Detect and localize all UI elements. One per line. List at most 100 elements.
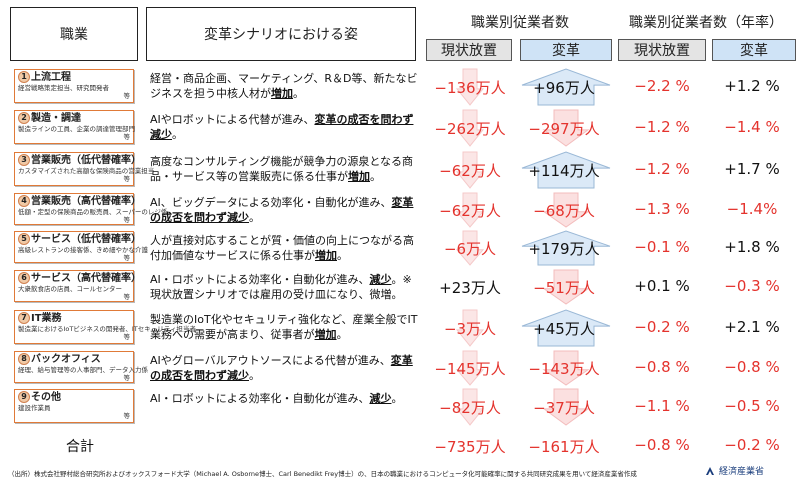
subheader-status-quo-2: 現状放置 [618,39,706,61]
job-detail: 製造ラインの工員、企業の調達管理部門 [18,125,135,133]
job-box: 2 製造・調達 製造ラインの工員、企業の調達管理部門等 [14,110,135,144]
job-title: 8 バックオフィス [18,353,130,366]
description-tail: 。 [370,170,381,183]
status-quo-rate: −0.8 % [634,358,690,376]
reform-down-arrow [542,109,590,147]
job-title: 6 サービス（高代替確率） [18,272,141,285]
job-box: 9 その他 建設作業員等 [14,389,134,423]
scenario-description: 経営・商品企画、マーケティング、R＆D等、新たなビジネスを担う中核人材が増加。 [150,71,418,101]
status-quo-rate: −0.1 % [634,238,690,256]
subheader-status-quo-1: 現状放置 [426,39,512,61]
job-box: 8 バックオフィス 経理、給与管理等の人事部門、データ入力係等 [14,351,148,383]
status-quo-value: −6万人 [443,240,497,258]
job-etc: 等 [123,175,131,183]
header-occupation-label: 職業 [60,27,88,43]
job-etc: 等 [123,333,131,341]
job-detail: 大衆飲食店の店員、コールセンター [18,285,122,293]
description-tail: 。 [249,369,260,382]
scenario-description: 高度なコンサルティング機能が競争力の源泉となる商品・サービス等の営業販売に係る仕… [150,154,418,184]
job-detail: 高級レストランの接客係、きめ細やかな介護 [18,246,148,254]
reform-rate: −1.4 % [724,118,780,136]
reform-rate: +1.8 % [724,238,780,256]
status-quo-value: −62万人 [439,162,501,180]
ministry-logo-text: 経済産業省 [719,467,765,477]
description-emphasis: 増加 [315,249,337,262]
total-status-quo-rate: −0.8 % [634,436,690,454]
status-quo-rate: −2.2 % [634,77,690,95]
status-quo-down-arrow [455,68,485,106]
reform-up-arrow [521,151,611,189]
reform-down-arrow [542,269,590,305]
scenario-description: AI・ロボットによる効率化・自動化が進み、減少。 [150,391,418,406]
job-etc: 等 [123,133,131,141]
reform-up-arrow [521,68,611,106]
status-quo-value: −262万人 [434,120,506,138]
status-quo-rate: +0.1 % [634,277,690,295]
job-number: 9 [18,391,30,403]
description-tail: 。 [336,328,348,341]
job-detail: 建設作業員 [18,404,51,412]
job-number: 2 [18,112,30,124]
description-tail: 。 [249,211,260,224]
job-title-text: IT業務 [31,313,62,324]
reform-rate: +1.2 % [724,77,780,95]
ministry-logo: 経済産業省 [704,464,764,477]
scenario-description: AIやロボットによる代替が進み、変革の成否を問わず減少。 [150,112,418,142]
description-emphasis: 減少 [369,392,392,405]
job-title-text: 営業販売（高代替確率） [31,196,141,207]
reform-up-arrow [521,230,611,266]
description-emphasis: 変革の成否を問わず減少 [150,196,414,224]
description-text: AI、ビッグデータによる効率化・自動化が進み、 [150,196,392,209]
job-title-text: その他 [31,392,61,403]
job-title-text: バックオフィス [31,354,101,365]
reform-rate: −0.8 % [724,358,780,376]
total-label: 合計 [66,439,94,455]
reform-value: −297万人 [528,120,600,138]
description-tail: 。 [172,128,183,141]
scenario-description: 製造業のIoT化やセキュリティ強化など、産業全般でIT業務への需要が高まり、従事… [150,312,418,342]
description-emphasis: 変革の成否を問わず減少 [150,354,413,382]
status-quo-rate: −1.2 % [634,160,690,178]
footnote: （出所）株式会社野村総合研究所およびオックスフォード大学（Michael A. … [8,470,637,478]
reform-up-arrow [521,309,611,347]
reform-value: −68万人 [533,202,595,220]
reform-down-arrow [542,192,590,228]
reform-value: −37万人 [533,399,595,417]
status-quo-down-arrow [455,192,485,228]
header-occupation: 職業 [10,7,138,61]
job-title: 2 製造・調達 [18,112,130,125]
description-text: AI・ロボットによる効率化・自動化が進み、 [150,392,370,405]
subheader-reform-1: 変革 [520,39,612,61]
job-detail: 製造業におけるIoTビジネスの開発者、ITセキュリティ担当者 [18,325,196,333]
reform-rate: −0.5 % [724,397,780,415]
job-etc: 等 [123,293,131,301]
description-emphasis: 変革の成否を問わず減少 [150,113,414,141]
description-emphasis: 増加 [314,328,337,341]
job-box: 1 上流工程 経営戦略策定担当、研究開発者等 [14,69,134,103]
job-title-text: サービス（低代替確率） [31,234,141,245]
status-quo-down-arrow [455,109,485,147]
reform-rate: +1.7 % [724,160,780,178]
header-scenario-label: 変革シナリオにおける姿 [204,27,358,43]
total-reform-rate: −0.2 % [724,436,780,454]
job-number: 1 [18,71,30,83]
job-title-text: サービス（高代替確率） [31,273,141,284]
reform-value: −143万人 [528,360,600,378]
job-etc: 等 [123,92,131,100]
subheader-reform-2: 変革 [712,39,796,61]
status-quo-value: −82万人 [439,399,501,417]
job-title: 1 上流工程 [18,71,130,84]
status-quo-value: +23万人 [439,279,501,297]
status-quo-value: −3万人 [443,320,497,338]
status-quo-value: −136万人 [434,79,506,97]
job-number: 7 [18,312,30,324]
status-quo-rate: −0.2 % [634,318,690,336]
job-detail: 低額・定型の保険商品の販売員、スーパーのレジ係 [18,208,168,216]
job-title-text: 営業販売（低代替確率） [31,155,141,166]
reform-down-arrow [542,388,590,426]
status-quo-down-arrow [455,350,485,386]
status-quo-rate: −1.2 % [634,118,690,136]
reform-value: +179万人 [528,240,600,258]
scenario-description: 人が直接対応することが質・価値の向上につながる高付加価値なサービスに係る仕事が増… [150,233,418,263]
reform-value: +45万人 [533,320,595,338]
